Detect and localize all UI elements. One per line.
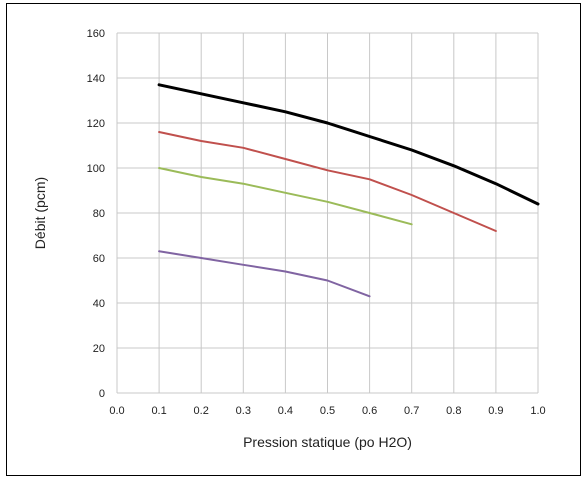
x-tick-label: 0.1 (151, 405, 166, 417)
y-tick-label: 140 (87, 73, 105, 85)
chart-frame: 0.0 0.1 0.2 0.3 0.4 0.5 0.6 0.7 0.8 0.9 1.0 0 20 40 60… (6, 3, 581, 476)
x-tick-label: 1.0 (530, 405, 545, 417)
y-tick-label: 120 (87, 118, 105, 130)
tick-labels: 0.0 0.1 0.2 0.3 0.4 0.5 0.6 0.7 0.8 0.9 1.0 0 20 40 60… (87, 28, 546, 417)
y-tick-label: 0 (99, 388, 105, 400)
x-tick-label: 0.4 (278, 405, 293, 417)
x-tick-label: 0.8 (446, 405, 461, 417)
x-tick-label: 0.2 (194, 405, 209, 417)
y-tick-label: 160 (87, 28, 105, 40)
x-tick-label: 0.6 (362, 405, 377, 417)
x-axis-title: Pression statique (po H2O) (243, 434, 412, 450)
y-tick-label: 40 (93, 298, 105, 310)
series-line-4 (158, 250, 371, 298)
line-chart: 0.0 0.1 0.2 0.3 0.4 0.5 0.6 0.7 0.8 0.9 1.0 0 20 40 60… (32, 28, 546, 450)
series-line-2 (158, 131, 497, 232)
x-tick-label: 0.5 (320, 405, 335, 417)
series-lines (157, 83, 540, 298)
y-tick-label: 80 (93, 208, 105, 220)
x-tick-label: 0.7 (404, 405, 419, 417)
x-tick-label: 0.3 (236, 405, 251, 417)
x-tick-label: 0.9 (488, 405, 503, 417)
x-tick-label: 0.0 (109, 405, 124, 417)
y-axis-title: Débit (pcm) (32, 177, 48, 249)
y-tick-label: 100 (87, 163, 105, 175)
series-line-3 (158, 167, 413, 226)
series-line-1 (157, 83, 540, 206)
y-tick-label: 20 (93, 343, 105, 355)
grid (116, 32, 539, 394)
y-tick-label: 60 (93, 253, 105, 265)
